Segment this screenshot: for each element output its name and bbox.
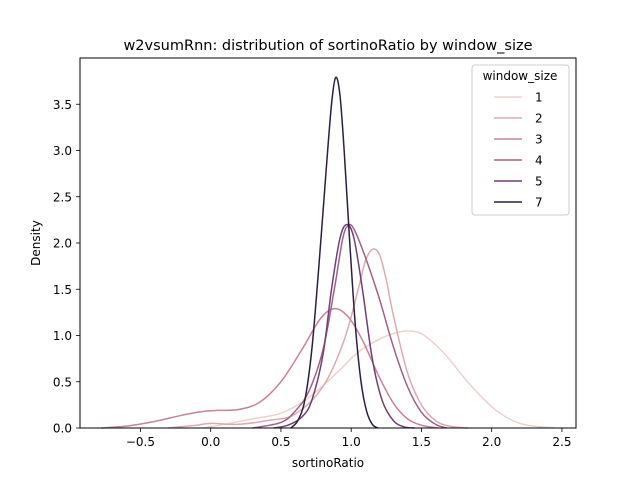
series-line-2 xyxy=(168,248,468,429)
y-tick-label: 0.0 xyxy=(53,422,72,436)
legend-label-7: 7 xyxy=(535,196,543,210)
x-axis-label: sortinoRatio xyxy=(292,456,364,470)
x-tick-label: 0.5 xyxy=(271,435,290,449)
series-line-3 xyxy=(101,307,439,429)
legend-entries: 1 2 3 4 5 7 xyxy=(494,91,543,210)
y-tick-label: 2.0 xyxy=(53,237,72,251)
plot-area xyxy=(79,57,577,429)
legend-label-5: 5 xyxy=(535,175,543,189)
series-line-4 xyxy=(252,223,447,429)
y-axis-label: Density xyxy=(29,220,43,266)
y-tick-label: 1.5 xyxy=(53,283,72,297)
x-tick-label: −0.5 xyxy=(126,435,155,449)
y-tick-label: 3.0 xyxy=(53,144,72,158)
legend-label-1: 1 xyxy=(535,91,543,105)
legend-label-2: 2 xyxy=(535,112,543,126)
x-tick-label: 2.0 xyxy=(482,435,501,449)
series-layer xyxy=(101,76,555,429)
x-tick-label: 1.0 xyxy=(342,435,361,449)
legend: window_size 1 2 3 4 5 7 xyxy=(471,64,570,216)
chart-title: w2vsumRnn: distribution of sortinoRatio … xyxy=(123,38,532,54)
x-tick-label: 1.5 xyxy=(412,435,431,449)
y-axis: 0.0 0.5 1.0 1.5 2.0 2.5 3.0 3.5 xyxy=(53,98,80,436)
x-axis: −0.5 0.0 0.5 1.0 1.5 2.0 2.5 xyxy=(126,428,571,449)
legend-label-3: 3 xyxy=(535,133,543,147)
y-tick-label: 3.5 xyxy=(53,98,72,112)
y-tick-label: 1.0 xyxy=(53,329,72,343)
series-line-5 xyxy=(273,223,415,429)
y-tick-label: 2.5 xyxy=(53,190,72,204)
x-tick-label: 0.0 xyxy=(201,435,220,449)
y-tick-label: 0.5 xyxy=(53,375,72,389)
legend-label-4: 4 xyxy=(535,154,543,168)
series-line-1 xyxy=(203,330,555,429)
series-line-7 xyxy=(290,76,379,429)
x-tick-label: 2.5 xyxy=(552,435,571,449)
legend-box xyxy=(471,64,570,216)
legend-title: window_size xyxy=(483,69,558,83)
